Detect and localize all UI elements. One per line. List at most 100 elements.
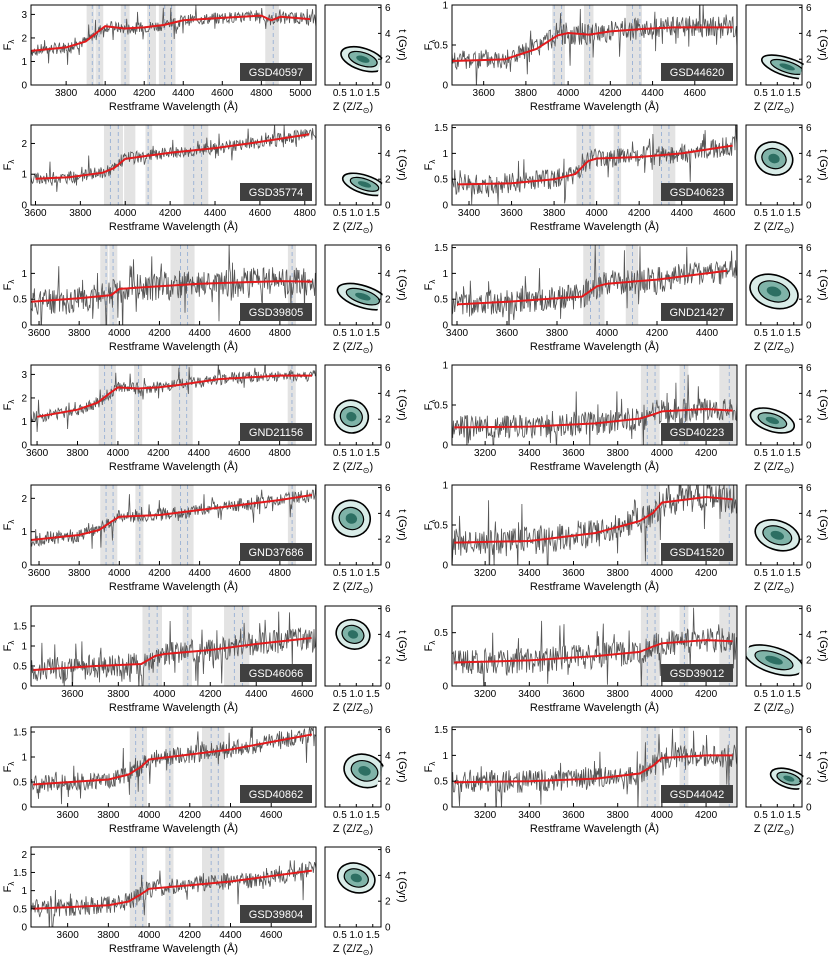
x-tick-label: 3600 <box>24 208 47 219</box>
age-metallicity-panel-GSD40597: 0.5 1.0 1.5 0 2 4 6 Z (Z/Z⊙) t (Gyr) <box>324 3 408 115</box>
x-tick-label: 4200 <box>148 328 171 339</box>
spectrum-panel-GSD40223: 3200 3400 3600 3800 4000 4200 0 0.5 1 Restframe W… <box>423 361 738 473</box>
z-tick-label: 0.5 <box>333 448 347 459</box>
age-tick-label: 2 <box>385 897 391 908</box>
z-tick-label: 1.0 <box>770 88 784 99</box>
z-axis-label-sub: ⊙ <box>363 466 370 475</box>
age-metallicity-panel-GSD39012: 0.5 1.0 1.5 0 2 4 6 Z (Z/Z⊙) t (Gyr) <box>744 604 829 716</box>
y-tick-label: 0 <box>442 682 448 693</box>
age-metallicity-panel-GSD44042: 0.5 1.0 1.5 0 2 4 6 Z (Z/Z⊙) t (Gyr) <box>745 725 829 837</box>
age-tick-label: 4 <box>806 509 812 520</box>
absorption-band <box>142 606 163 686</box>
z-axis-label-sub: ⊙ <box>784 828 791 837</box>
y-tick-label: 1 <box>21 170 27 181</box>
model-spectrum <box>31 280 313 303</box>
y-tick-label: 0.5 <box>434 628 448 639</box>
z-axis-label-sub: ⊙ <box>363 106 370 115</box>
y-tick-label: 1.5 <box>434 243 448 254</box>
z-axis-label-end: ) <box>790 101 794 113</box>
x-tick-label: 4200 <box>695 568 718 579</box>
z-axis-label: Z (Z/Z⊙) <box>333 702 373 716</box>
age-tick-label: 6 <box>385 243 391 254</box>
x-tick-label: 3800 <box>515 88 538 99</box>
galaxy-id-label: GSD40623 <box>670 187 724 199</box>
x-tick-label: 4000 <box>138 930 161 941</box>
x-tick-label: 4200 <box>695 448 718 459</box>
x-tick-label: 4200 <box>147 448 170 459</box>
z-axis-label-end: ) <box>790 581 794 593</box>
panel-frame <box>451 605 738 687</box>
galaxy-id-badge <box>661 63 733 81</box>
age-tick-label: 6 <box>806 3 812 14</box>
z-axis-label-end: ) <box>369 101 373 113</box>
age-tick-label: 0 <box>385 321 391 332</box>
age-axis-label: t (Gyr) <box>817 630 829 661</box>
y-tick-label: 1 <box>442 149 448 160</box>
y-axis-label-sub: λ <box>7 280 16 284</box>
galaxy-id-label: GSD44042 <box>670 789 724 801</box>
observed-spectrum <box>452 485 737 565</box>
age-tick-label: 4 <box>385 149 391 160</box>
galaxy-id-label: GSD46066 <box>249 668 303 680</box>
y-axis-label: Fλ <box>423 400 437 411</box>
y-axis-label: Fλ <box>423 641 437 652</box>
z-axis-label-end: ) <box>369 943 373 955</box>
x-axis-label: Restframe Wavelength (Å) <box>109 580 238 593</box>
z-tick-label: 0.5 <box>333 88 347 99</box>
y-tick-label: 1.5 <box>13 868 27 879</box>
galaxy-id-label: GSD39805 <box>249 307 303 319</box>
spectrum-panel-GSD46066: 3600 3800 4000 4200 4400 4600 0 0.5 1 1.5 Restfram… <box>2 605 317 714</box>
y-tick-label: 1.5 <box>13 622 27 633</box>
z-axis-label-end: ) <box>790 461 794 473</box>
age-metallicity-panel-GSD40862: 0.5 1.0 1.5 0 2 4 6 Z (Z/Z⊙) t (Gyr) <box>324 725 408 837</box>
z-tick-label: 0.5 <box>754 448 768 459</box>
absorption-band <box>124 125 136 205</box>
observed-spectrum <box>31 125 316 192</box>
x-axis-label: Restframe Wavelength (Å) <box>109 460 238 473</box>
x-tick-label: 4200 <box>148 568 171 579</box>
contour-core <box>355 292 371 301</box>
contour-core <box>765 416 780 425</box>
age-tick-label: 6 <box>385 123 391 134</box>
contour-core <box>358 766 371 776</box>
model-spectrum <box>454 639 733 664</box>
x-tick-label: 3600 <box>562 689 585 700</box>
model-spectrum <box>36 374 312 418</box>
model-spectrum <box>33 637 312 671</box>
x-tick-label: 3800 <box>55 88 78 99</box>
x-axis-label: Restframe Wavelength (Å) <box>109 100 238 113</box>
x-tick-label: 4000 <box>107 448 130 459</box>
spectrum-panel-GSD40597: 3800 4000 4200 4400 4600 4800 5000 0 1 2 3 Restfram… <box>2 4 317 113</box>
observed-spectrum <box>31 485 316 549</box>
y-axis-label-sub: λ <box>7 520 16 524</box>
age-axis-label: t (Gyr) <box>817 389 829 420</box>
z-tick-label: 1.0 <box>349 448 363 459</box>
age-tick-label: 2 <box>385 55 391 66</box>
galaxy-id-label: GND21156 <box>249 427 303 439</box>
y-axis-label: Fλ <box>2 160 16 171</box>
tz-frame <box>324 726 382 808</box>
z-tick-label: 1.0 <box>349 328 363 339</box>
age-axis-label: t (Gyr) <box>396 509 408 540</box>
y-axis-label-sub: λ <box>428 40 437 44</box>
observed-spectrum <box>452 374 737 445</box>
panel-frame <box>30 364 317 446</box>
z-axis-label-end: ) <box>369 702 373 714</box>
x-tick-label: 3600 <box>28 328 51 339</box>
z-axis-label-sub: ⊙ <box>784 226 791 235</box>
contour-core <box>356 55 370 63</box>
age-tick-label: 4 <box>385 269 391 280</box>
contour-core <box>346 411 357 422</box>
z-axis-label-sub: ⊙ <box>363 346 370 355</box>
age-tick-label: 6 <box>385 725 391 736</box>
age-tick-label: 2 <box>806 656 812 667</box>
spectrum-panel-GND21156: 3600 3800 4000 4200 4400 4600 4800 0 1 2 3 Restfram… <box>2 364 317 473</box>
age-tick-label: 2 <box>385 295 391 306</box>
contour-core <box>770 530 784 540</box>
y-tick-label: 0 <box>442 81 448 92</box>
x-tick-label: 4000 <box>94 88 117 99</box>
x-tick-label: 3400 <box>518 448 541 459</box>
age-tick-label: 6 <box>806 123 812 134</box>
z-axis-label: Z (Z/Z⊙) <box>754 341 794 355</box>
age-metallicity-panel-GSD40623: 0.5 1.0 1.5 0 2 4 6 Z (Z/Z⊙) t (Gyr) <box>745 123 829 235</box>
